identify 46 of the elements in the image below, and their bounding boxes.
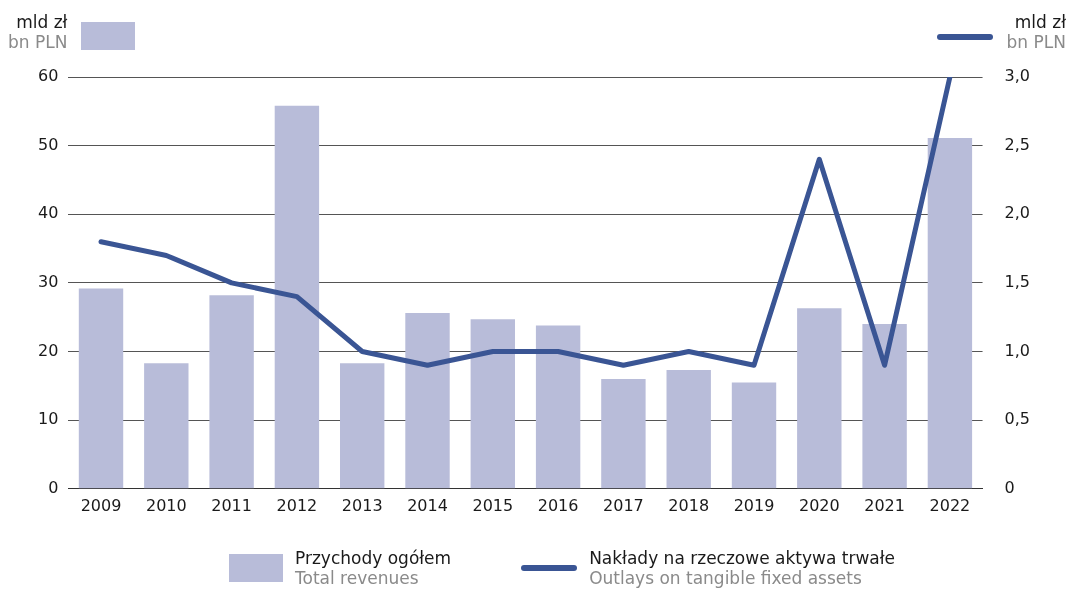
x-tick-label: 2017 — [603, 495, 644, 515]
y-tick-label: 30 — [38, 272, 59, 292]
legend-label: Nakłady na rzeczowe aktywa trwałe Outlays on tangible fixed assets — [589, 548, 896, 588]
bar — [340, 363, 385, 489]
x-tick-label: 2018 — [668, 495, 710, 515]
y-tick-label: 10 — [38, 409, 59, 429]
x-tick-label: 2011 — [211, 495, 252, 515]
x-tick-label: 2016 — [537, 495, 579, 515]
y2-tick-label: 0 — [1004, 477, 1015, 497]
x-tick-label: 2014 — [407, 495, 448, 515]
y2-tick-label: 1,0 — [1004, 340, 1031, 360]
x-tick-label: 2020 — [798, 495, 840, 515]
y-tick-label: 60 — [38, 66, 59, 86]
y-tick-label: 40 — [38, 203, 59, 223]
x-tick-label: 2012 — [276, 495, 318, 515]
bar — [405, 313, 450, 489]
x-tick-label: 2022 — [929, 495, 971, 515]
bar — [666, 370, 711, 489]
x-tick-label: 2010 — [145, 495, 187, 515]
bar — [927, 138, 973, 489]
y2-tick-label: 2,0 — [1004, 203, 1031, 223]
x-tick-label: 2021 — [864, 495, 905, 515]
x-tick-label: 2009 — [80, 495, 122, 515]
x-tick-label: 2019 — [733, 495, 775, 515]
y-axis-title: mld zł bn PLN — [8, 12, 68, 52]
legend-label: Przychody ogółem Total revenues — [294, 548, 452, 588]
x-tick-label: 2015 — [472, 495, 514, 515]
bar — [862, 324, 907, 489]
y-tick-label: 0 — [48, 477, 59, 497]
x-tick-label: 2013 — [341, 495, 383, 515]
bar — [209, 295, 254, 489]
y2-tick-label: 3,0 — [1004, 66, 1031, 86]
bar — [274, 105, 320, 489]
bar — [601, 378, 646, 489]
bar — [144, 363, 189, 489]
bar — [535, 325, 581, 489]
y2-tick-label: 0,5 — [1004, 409, 1031, 429]
bar — [797, 308, 842, 489]
y-tick-label: 50 — [38, 134, 59, 154]
y-tick-label: 20 — [38, 340, 59, 360]
bar — [731, 382, 777, 489]
bar — [78, 288, 124, 489]
y2-axis-title: mld zł bn PLN — [1006, 12, 1066, 52]
y2-tick-label: 2,5 — [1004, 134, 1031, 154]
y2-tick-label: 1,5 — [1004, 272, 1031, 292]
bar — [470, 319, 516, 489]
